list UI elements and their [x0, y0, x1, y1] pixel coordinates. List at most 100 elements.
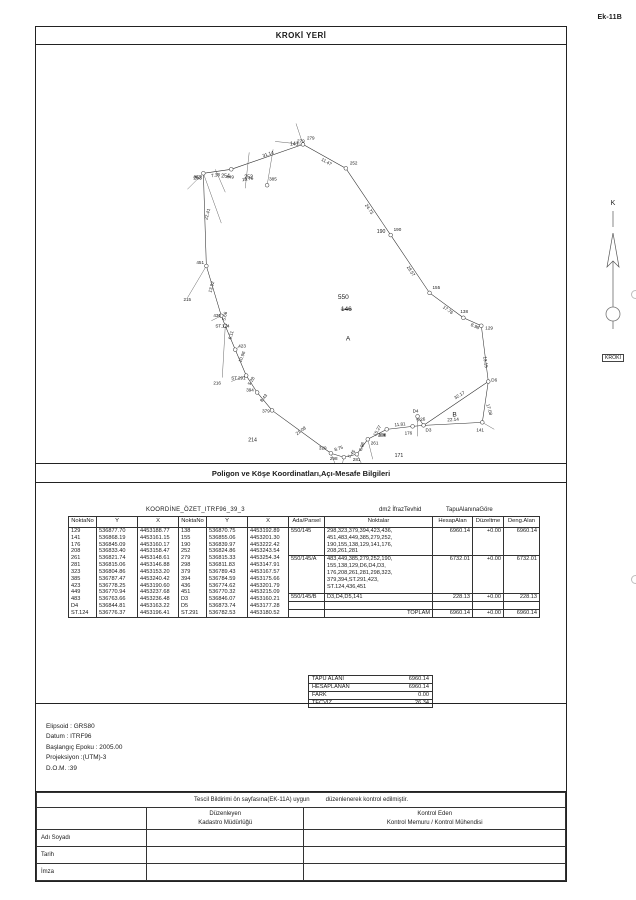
input-adi-soyadi-kontrol[interactable] — [303, 829, 566, 848]
svg-text:22.14: 22.14 — [447, 417, 459, 423]
signature-col-kontrol-eden: Kontrol Eden Kontrol Memuru / Kontrol Mü… — [303, 806, 566, 831]
svg-text:17.76: 17.76 — [442, 305, 455, 316]
cadastral-sketch: .ln { stroke:#2b2b2b; stroke-width:.55; … — [183, 123, 498, 463]
svg-text:ST.124: ST.124 — [215, 324, 230, 329]
svg-text:279: 279 — [297, 138, 305, 143]
th-ada-parsel: Ada/Parsel — [288, 516, 325, 528]
svg-text:394: 394 — [246, 387, 254, 392]
svg-text:253: 253 — [193, 175, 202, 181]
th-noktalar: Noktalar — [324, 516, 433, 528]
datum-line-datum: Datum : ITRF96 — [46, 733, 92, 741]
datum-line-elipsoid: Elipsoid : GRS80 — [46, 723, 95, 730]
cell-blank-nk — [324, 600, 433, 610]
cell-blank-ap — [288, 600, 325, 610]
cell-hesap-alan: 6732.01 — [432, 555, 473, 595]
svg-text:379: 379 — [262, 408, 270, 413]
control-note: Tescil Bildirimi ön sayfasına(EK-11A) uy… — [36, 792, 566, 808]
svg-text:5.26: 5.26 — [416, 416, 426, 422]
svg-text:16.76: 16.76 — [242, 175, 255, 182]
svg-text:190: 190 — [377, 229, 386, 235]
cell-ada-parsel: 550/145/A — [288, 555, 325, 595]
th-y-1: Y — [96, 516, 138, 528]
kontrol-line2: Kontrol Memuru / Kontrol Mühendisi — [386, 819, 483, 826]
svg-text:155: 155 — [433, 285, 441, 290]
duzenleyen-line2: Kadastro Müdürlüğü — [198, 819, 253, 826]
cell-deng-alan: 6732.01 — [503, 555, 540, 595]
cell-ada-parsel: 550/145/B — [288, 593, 325, 602]
cell-noktalar: D3,D4,D5,141 — [324, 593, 433, 602]
cell-hesap-alan: 6960.14 — [432, 526, 473, 557]
kroki-scale-tag: KROKİ — [601, 354, 625, 362]
signature-corner-cell — [36, 806, 147, 831]
cell-total-ap — [288, 608, 325, 618]
svg-text:449: 449 — [226, 174, 234, 179]
svg-text:D6: D6 — [491, 378, 497, 383]
coordinate-block: KOORDİNE_ÖZET_ITRF96_39_3 dm2 İfrazTevhi… — [36, 483, 566, 708]
summary-row: HESAPLANAN 6960.14 — [308, 682, 433, 692]
cell-blank-dz — [472, 600, 504, 610]
cell-right-noktano: 138 155 190 252 279 298 379 394 436 451 … — [178, 527, 207, 618]
svg-text:13.15: 13.15 — [482, 356, 489, 368]
svg-text:13.92: 13.92 — [207, 280, 215, 293]
punch-hole-mid — [631, 575, 636, 584]
summary-row: TAPU ALANI 6960.14 — [308, 675, 433, 684]
region-a-label: A — [346, 336, 351, 343]
input-adi-soyadi-duzenleyen[interactable] — [145, 829, 305, 848]
cell-duzeltme: +0.00 — [472, 555, 504, 595]
cell-left-y: 536877.70 536868.19 536845.09 536833.40 … — [96, 527, 138, 618]
cell-deng-alan: 6960.14 — [503, 526, 540, 557]
summary-value-hesaplanan: 6960.14 — [362, 682, 433, 692]
cell-total-hesap-alan: 6960.14 — [432, 608, 473, 618]
svg-text:215: 215 — [183, 297, 191, 302]
summary-label-tapu-alani: TAPU ALANI — [308, 675, 363, 684]
th-y-2: Y — [206, 516, 248, 528]
sketch-area: .ln { stroke:#2b2b2b; stroke-width:.55; … — [36, 45, 566, 463]
summary-row: FARK 0.00 — [308, 690, 433, 700]
cell-noktalar: 298,323,379,394,423,436, 451,483,449,385… — [324, 526, 433, 557]
cell-total-duzeltme: +0.00 — [472, 608, 504, 618]
input-tarih-duzenleyen[interactable] — [145, 846, 305, 865]
svg-text:6.11: 6.11 — [227, 330, 234, 340]
svg-text:11.81: 11.81 — [394, 421, 406, 427]
north-letter: K — [610, 200, 616, 207]
svg-text:261: 261 — [371, 440, 379, 445]
svg-text:208: 208 — [378, 432, 386, 437]
svg-text:5.66: 5.66 — [221, 311, 228, 321]
svg-text:10.96: 10.96 — [238, 350, 247, 363]
region-b-label: B — [452, 411, 457, 418]
input-tarih-kontrol[interactable] — [303, 846, 566, 865]
label-adi-soyadi: Adı Soyadı — [36, 829, 147, 848]
cell-blank-ha — [432, 600, 473, 610]
cell-hesap-alan: 228.13 — [432, 593, 473, 602]
svg-text:171: 171 — [395, 453, 404, 459]
svg-text:11.47: 11.47 — [320, 157, 333, 167]
table-row-total: TOPLAM 6960.14 +0.00 6960.14 — [69, 608, 540, 618]
svg-text:D3: D3 — [426, 427, 432, 432]
label-tarih: Tarih — [36, 846, 147, 865]
svg-text:5.45: 5.45 — [347, 448, 357, 458]
th-duzeltme: Düzeltme — [472, 516, 504, 528]
input-imza-duzenleyen[interactable] — [145, 863, 305, 881]
svg-text:28.57: 28.57 — [406, 265, 417, 278]
signature-table: Tescil Bildirimi ön sayfasına(EK-11A) uy… — [36, 792, 566, 881]
coordinate-table: NoktaNo Y X NoktaNo Y X Ada/Parsel Nokta… — [68, 516, 540, 618]
svg-text:216: 216 — [213, 381, 221, 386]
cell-noktalar: 483,449,385,279,252,190, 155,138,129,D6,… — [324, 555, 433, 595]
svg-text:8.43: 8.43 — [259, 393, 269, 403]
summary-label-fark: FARK — [308, 690, 363, 700]
form-code: Ek-11B — [597, 14, 622, 21]
th-dengalan: Deng.Alan — [503, 516, 540, 528]
cell-left-x: 4453188.77 4453161.15 4453160.17 4453158… — [137, 527, 179, 618]
summary-label-hesaplanan: HESAPLANAN — [308, 682, 363, 692]
svg-text:32.17: 32.17 — [453, 390, 466, 401]
input-imza-kontrol[interactable] — [303, 863, 566, 881]
svg-text:17.08: 17.08 — [485, 403, 493, 416]
cell-blank-da — [503, 600, 540, 610]
svg-text:190: 190 — [394, 227, 402, 232]
th-noktano-2: NoktaNo — [178, 516, 207, 528]
summary-value-tapu-alani: 6960.14 — [362, 675, 433, 684]
table-header-row: NoktaNo Y X NoktaNo Y X Ada/Parsel Nokta… — [68, 516, 540, 528]
datum-line-projeksiyon: Projeksiyon :(UTM)-3 — [46, 754, 107, 762]
svg-text:281: 281 — [353, 457, 361, 462]
signature-col-duzenleyen: Düzenleyen Kadastro Müdürlüğü — [145, 806, 305, 831]
